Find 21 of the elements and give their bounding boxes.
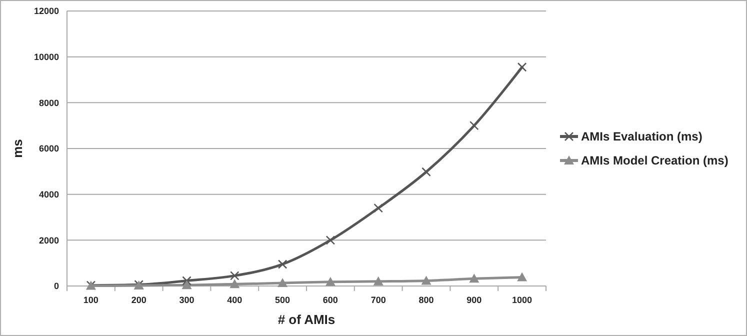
y-tick-label: 0 [54, 281, 59, 292]
x-tick-label: 500 [275, 295, 290, 305]
y-tick-label: 6000 [38, 144, 59, 154]
x-tick-label: 400 [227, 295, 242, 305]
x-tick-label: 200 [131, 295, 146, 305]
y-tick-label: 12000 [34, 6, 59, 16]
x-tick-label: 700 [370, 295, 386, 305]
y-tick-label: 8000 [38, 98, 59, 108]
x-tick-label: 300 [179, 295, 194, 305]
x-tick-label: 800 [418, 295, 434, 305]
x-axis-title: # of AMIs [278, 312, 336, 327]
y-tick-label: 4000 [38, 189, 59, 200]
x-tick-label: 1000 [512, 295, 532, 305]
y-tick-label: 10000 [34, 52, 59, 62]
x-tick-label: 600 [322, 295, 338, 305]
y-tick-label: 2000 [38, 235, 59, 246]
x-tick-label: 900 [466, 295, 482, 305]
legend-label: AMIs Model Creation (ms) [581, 154, 728, 168]
x-tick-label: 100 [83, 295, 98, 305]
legend-label: AMIs Evaluation (ms) [581, 130, 702, 144]
y-axis-title: ms [10, 139, 25, 158]
